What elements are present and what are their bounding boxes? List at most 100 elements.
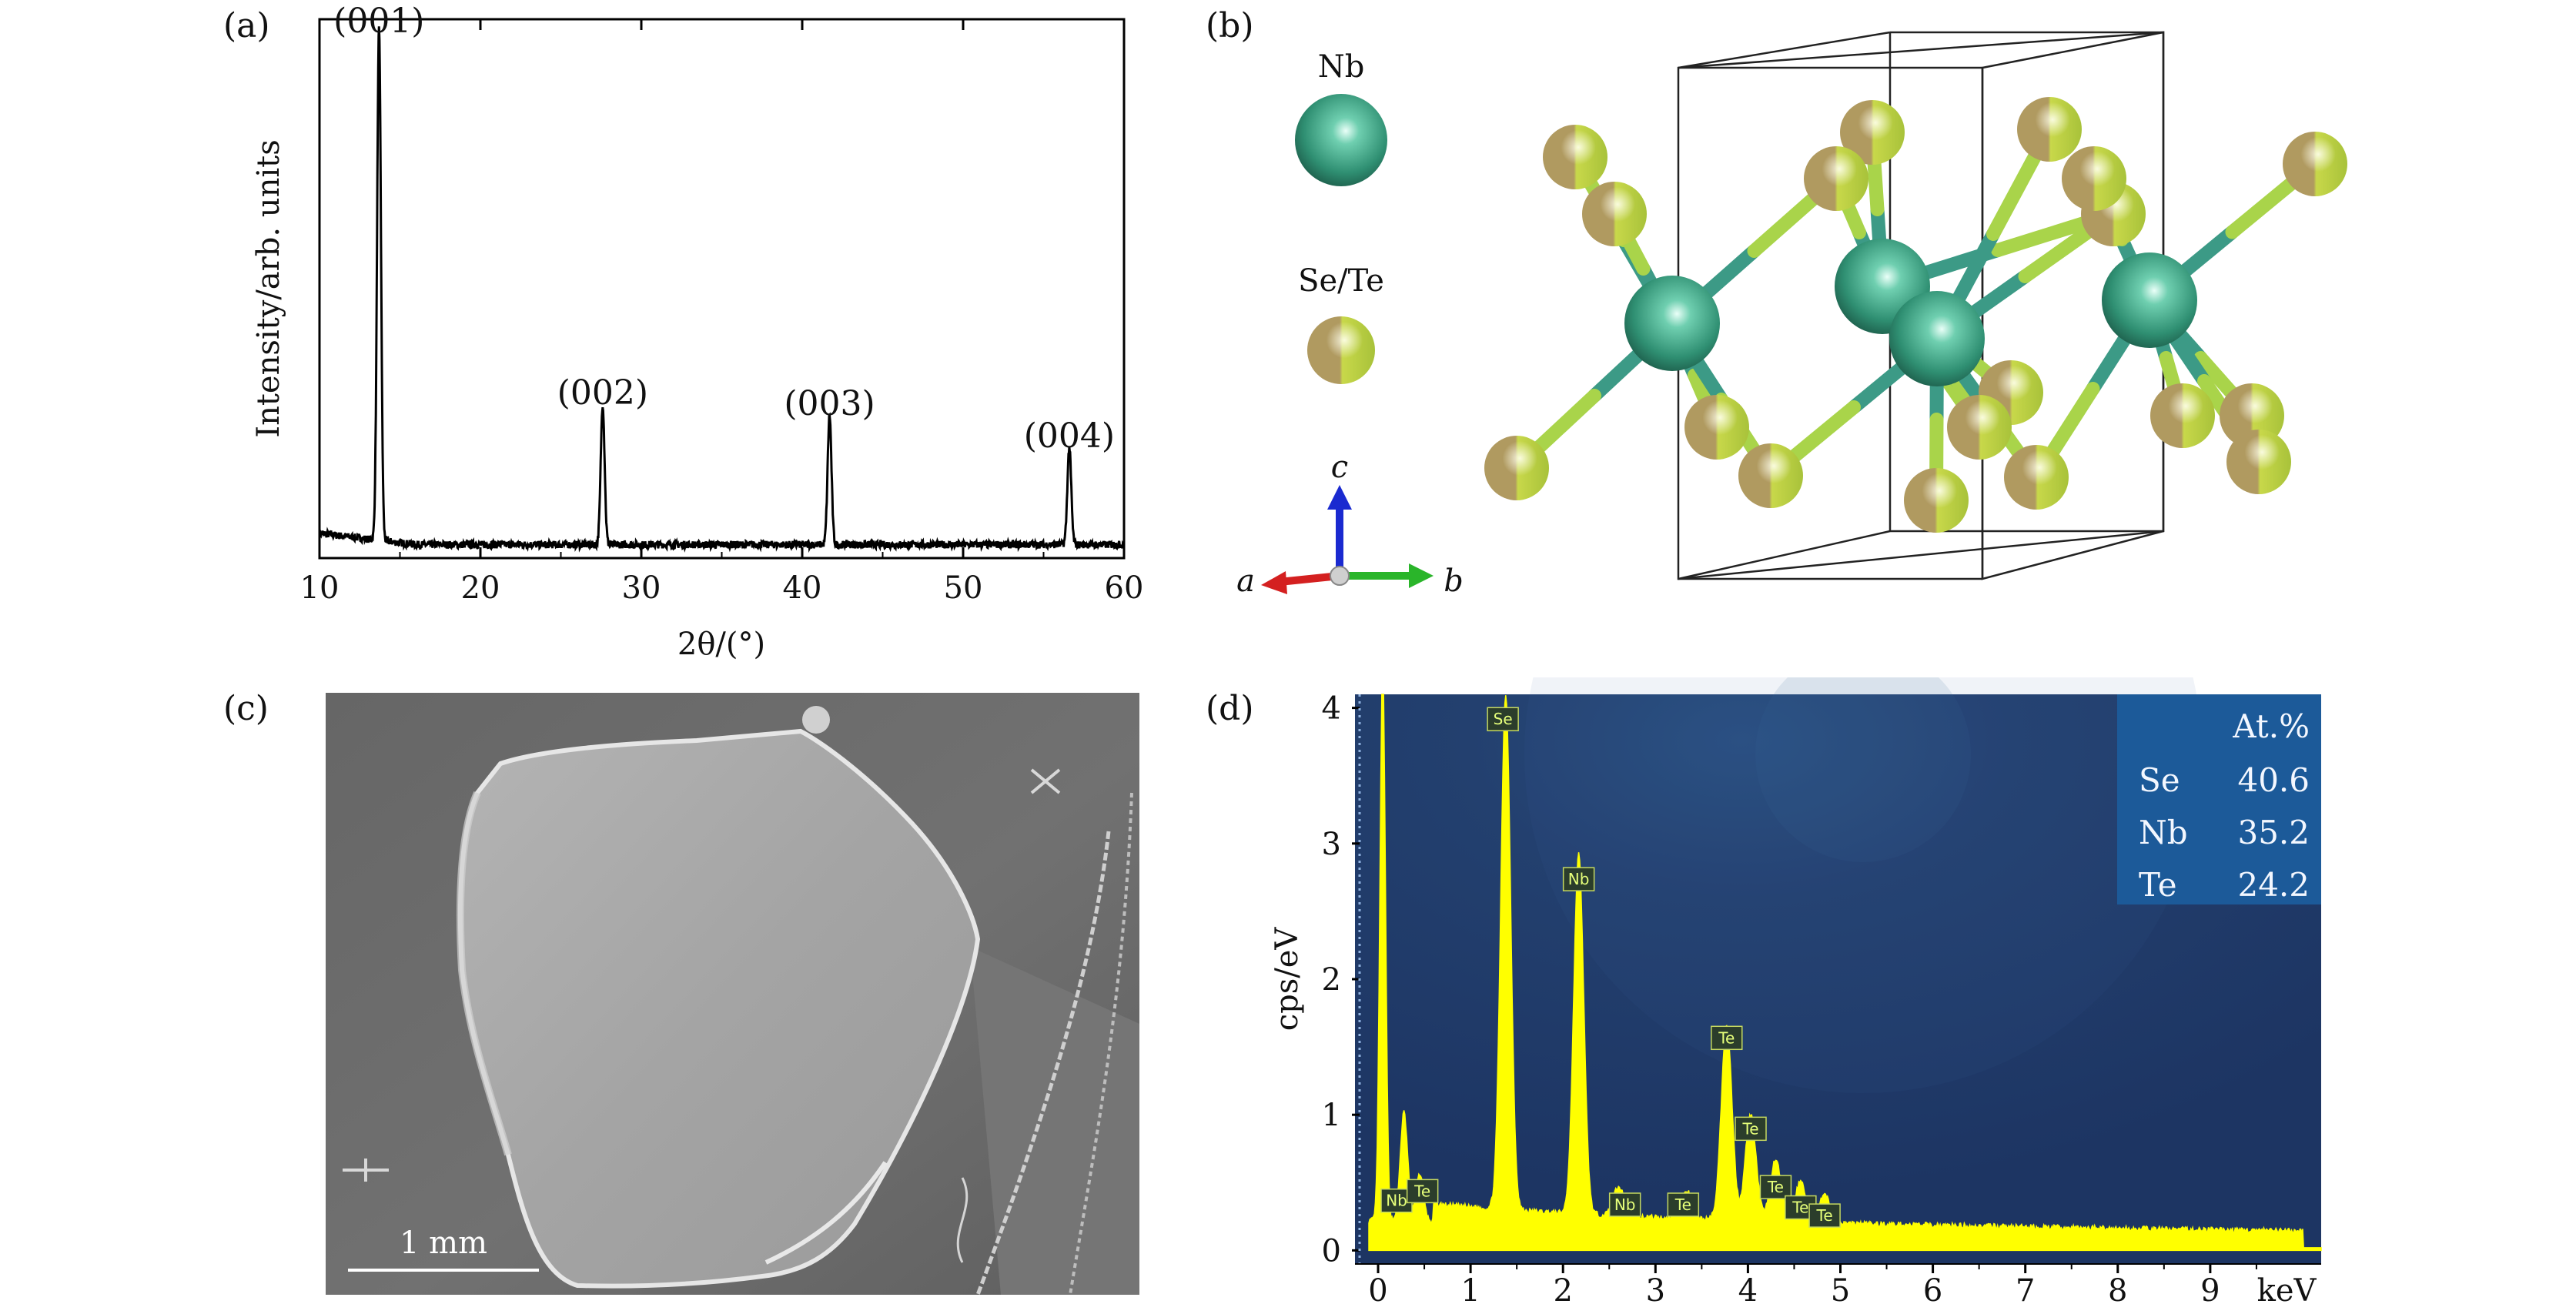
eds-glow	[1755, 677, 1971, 862]
xrd-peak-label: (003)	[784, 384, 875, 423]
eds-x-tick-label: 7	[2016, 1273, 2035, 1304]
se-te-atom-highlight	[1543, 125, 1607, 189]
eds-x-tick-label: 9	[2200, 1273, 2220, 1304]
sem-debris	[343, 768, 1061, 1182]
eds-y-tick-label: 3	[1322, 827, 1341, 862]
sem-fiber	[975, 831, 1111, 1296]
nb-atom	[1624, 276, 1720, 371]
eds-spectrum	[1368, 694, 2322, 1252]
eds-y-tick-label: 4	[1322, 691, 1341, 727]
xrd-peak-label: (002)	[557, 373, 648, 413]
composition-se-value: 40.6	[2237, 761, 2310, 799]
se-te-atom-highlight	[2283, 132, 2347, 196]
se-te-atom-highlight	[1582, 182, 1647, 246]
nb-atom	[1889, 291, 1985, 386]
se-te-atom-highlight	[1484, 436, 1549, 500]
se-te-atom-highlight	[1738, 443, 1803, 508]
eds-x-tick-label: 1	[1460, 1273, 1480, 1304]
xrd-x-tick-label: 10	[300, 570, 340, 606]
sem-particle	[802, 706, 830, 734]
atoms	[1484, 97, 2347, 533]
eds-peak-chip-label: Te	[1413, 1182, 1430, 1200]
se-te-atom-highlight	[1804, 146, 1868, 211]
eds-peak-chip-label: Te	[1791, 1199, 1808, 1217]
xrd-x-tick-label: 30	[622, 570, 661, 606]
scale-bar-label: 1 mm	[400, 1225, 487, 1261]
eds-peak-chip-label: Nb	[1568, 870, 1590, 888]
sem-crystal-edge	[764, 1161, 888, 1265]
eds-y-tick-label: 2	[1322, 962, 1341, 998]
se-te-atom-highlight	[1904, 468, 1969, 533]
legend-sete-highlight	[1307, 316, 1375, 384]
axis-a-label: a	[1236, 563, 1255, 599]
xrd-peak-labels: (001) (002) (003) (004)	[333, 2, 1115, 456]
legend-sete-label: Se/Te	[1298, 263, 1384, 299]
sem-fiber	[956, 1177, 969, 1263]
sem-fiber	[1069, 792, 1133, 1296]
se-te-atom-highlight	[1947, 395, 2012, 460]
eds-peak-chip-label: Te	[1674, 1195, 1691, 1214]
se-te-atom-highlight	[2004, 445, 2069, 510]
axis-b-label: b	[1444, 563, 1464, 599]
xrd-chart: 10 20 30 40 50 60 (001) (002) (003) (004) 2θ/(°)…	[251, 2, 1143, 662]
eds-peak-chip	[1759, 1175, 1792, 1199]
axes-triad	[1261, 485, 1434, 594]
nb-atom	[2102, 252, 2197, 348]
eds-x-tick-label: 3	[1646, 1273, 1665, 1304]
eds-peak-chip	[1735, 1116, 1767, 1142]
eds-y-axis-label: cps/eV	[1270, 927, 1305, 1031]
eds-x-tick-label: 8	[2108, 1273, 2127, 1304]
eds-peak-chip	[1808, 1203, 1841, 1228]
xrd-plot-frame	[318, 18, 1126, 560]
eds-peak-labels: Nb Te Se Nb Nb Te Te Te Te Te Te	[1380, 707, 1841, 1228]
composition-box: At.% Se 40.6 Nb 35.2 Te 24.2	[2117, 694, 2321, 904]
xrd-x-tick-label: 50	[944, 570, 983, 606]
eds-peak-chip	[1487, 707, 1519, 731]
xrd-peak-label: (004)	[1024, 416, 1115, 456]
se-te-atom-highlight	[2150, 383, 2215, 448]
se-te-atom-highlight	[2226, 430, 2291, 494]
composition-nb-element: Nb	[2139, 814, 2188, 851]
panel-label-d: (d)	[1206, 689, 1254, 728]
eds-x-tick-label: 4	[1738, 1273, 1758, 1304]
se-te-atom-highlight	[2062, 146, 2126, 211]
eds-x-tick-label: 6	[1923, 1273, 1942, 1304]
eds-x-tick-label: 0	[1368, 1273, 1387, 1304]
crystal-structure: Nb Se/Te c a b	[1236, 31, 2347, 599]
eds-peak-chip	[1406, 1179, 1439, 1204]
composition-te-value: 24.2	[2237, 866, 2310, 904]
eds-peak-chip	[1608, 1192, 1641, 1217]
eds-peak-chip-label: Nb	[1386, 1192, 1407, 1210]
composition-se-element: Se	[2139, 761, 2180, 799]
sem-image: 1 mm	[326, 693, 1139, 1296]
eds-peak-chip-label: Te	[1767, 1178, 1784, 1196]
eds-peak-chip-label: Nb	[1614, 1195, 1636, 1214]
xrd-x-axis-label: 2θ/(°)	[677, 627, 765, 662]
axis-c-label: c	[1331, 450, 1348, 485]
panel-label-b: (b)	[1206, 6, 1254, 45]
sem-substrate-step	[970, 947, 1139, 1295]
eds-chart: Nb Te Se Nb Nb Te Te Te Te Te Te 0 1 2 3 4 0 1 2 3 4 5 6 7 8 9 A…	[1270, 677, 2322, 1304]
eds-peak-chip-label: Te	[1741, 1119, 1758, 1138]
xrd-x-tick-label: 40	[783, 570, 822, 606]
eds-peak-chip	[1711, 1025, 1743, 1051]
legend-nb-atom	[1295, 94, 1387, 186]
eds-ticks: 0 1 2 3 4 0 1 2 3 4 5 6 7 8 9	[1322, 691, 2257, 1304]
panel-label-c: (c)	[223, 689, 269, 728]
eds-y-tick-label: 1	[1322, 1098, 1341, 1133]
xrd-ticks: 10 20 30 40 50 60	[300, 19, 1143, 606]
eds-glow	[1524, 677, 2202, 1093]
xrd-x-tick-label: 20	[461, 570, 500, 606]
sem-crystal-edge	[456, 791, 512, 1156]
xrd-peak-label: (001)	[333, 2, 424, 41]
eds-x-tick-label: 2	[1553, 1273, 1572, 1304]
composition-nb-value: 35.2	[2237, 814, 2310, 851]
se-te-atom-highlight	[1684, 395, 1749, 460]
xrd-trace	[318, 26, 1126, 553]
eds-peak-chip-label: Te	[1816, 1206, 1833, 1225]
eds-peak-chip	[1667, 1192, 1700, 1217]
eds-peak-chip-label: Se	[1494, 710, 1513, 728]
panel-label-a: (a)	[223, 6, 270, 45]
eds-x-tick-label: 5	[1831, 1273, 1850, 1304]
